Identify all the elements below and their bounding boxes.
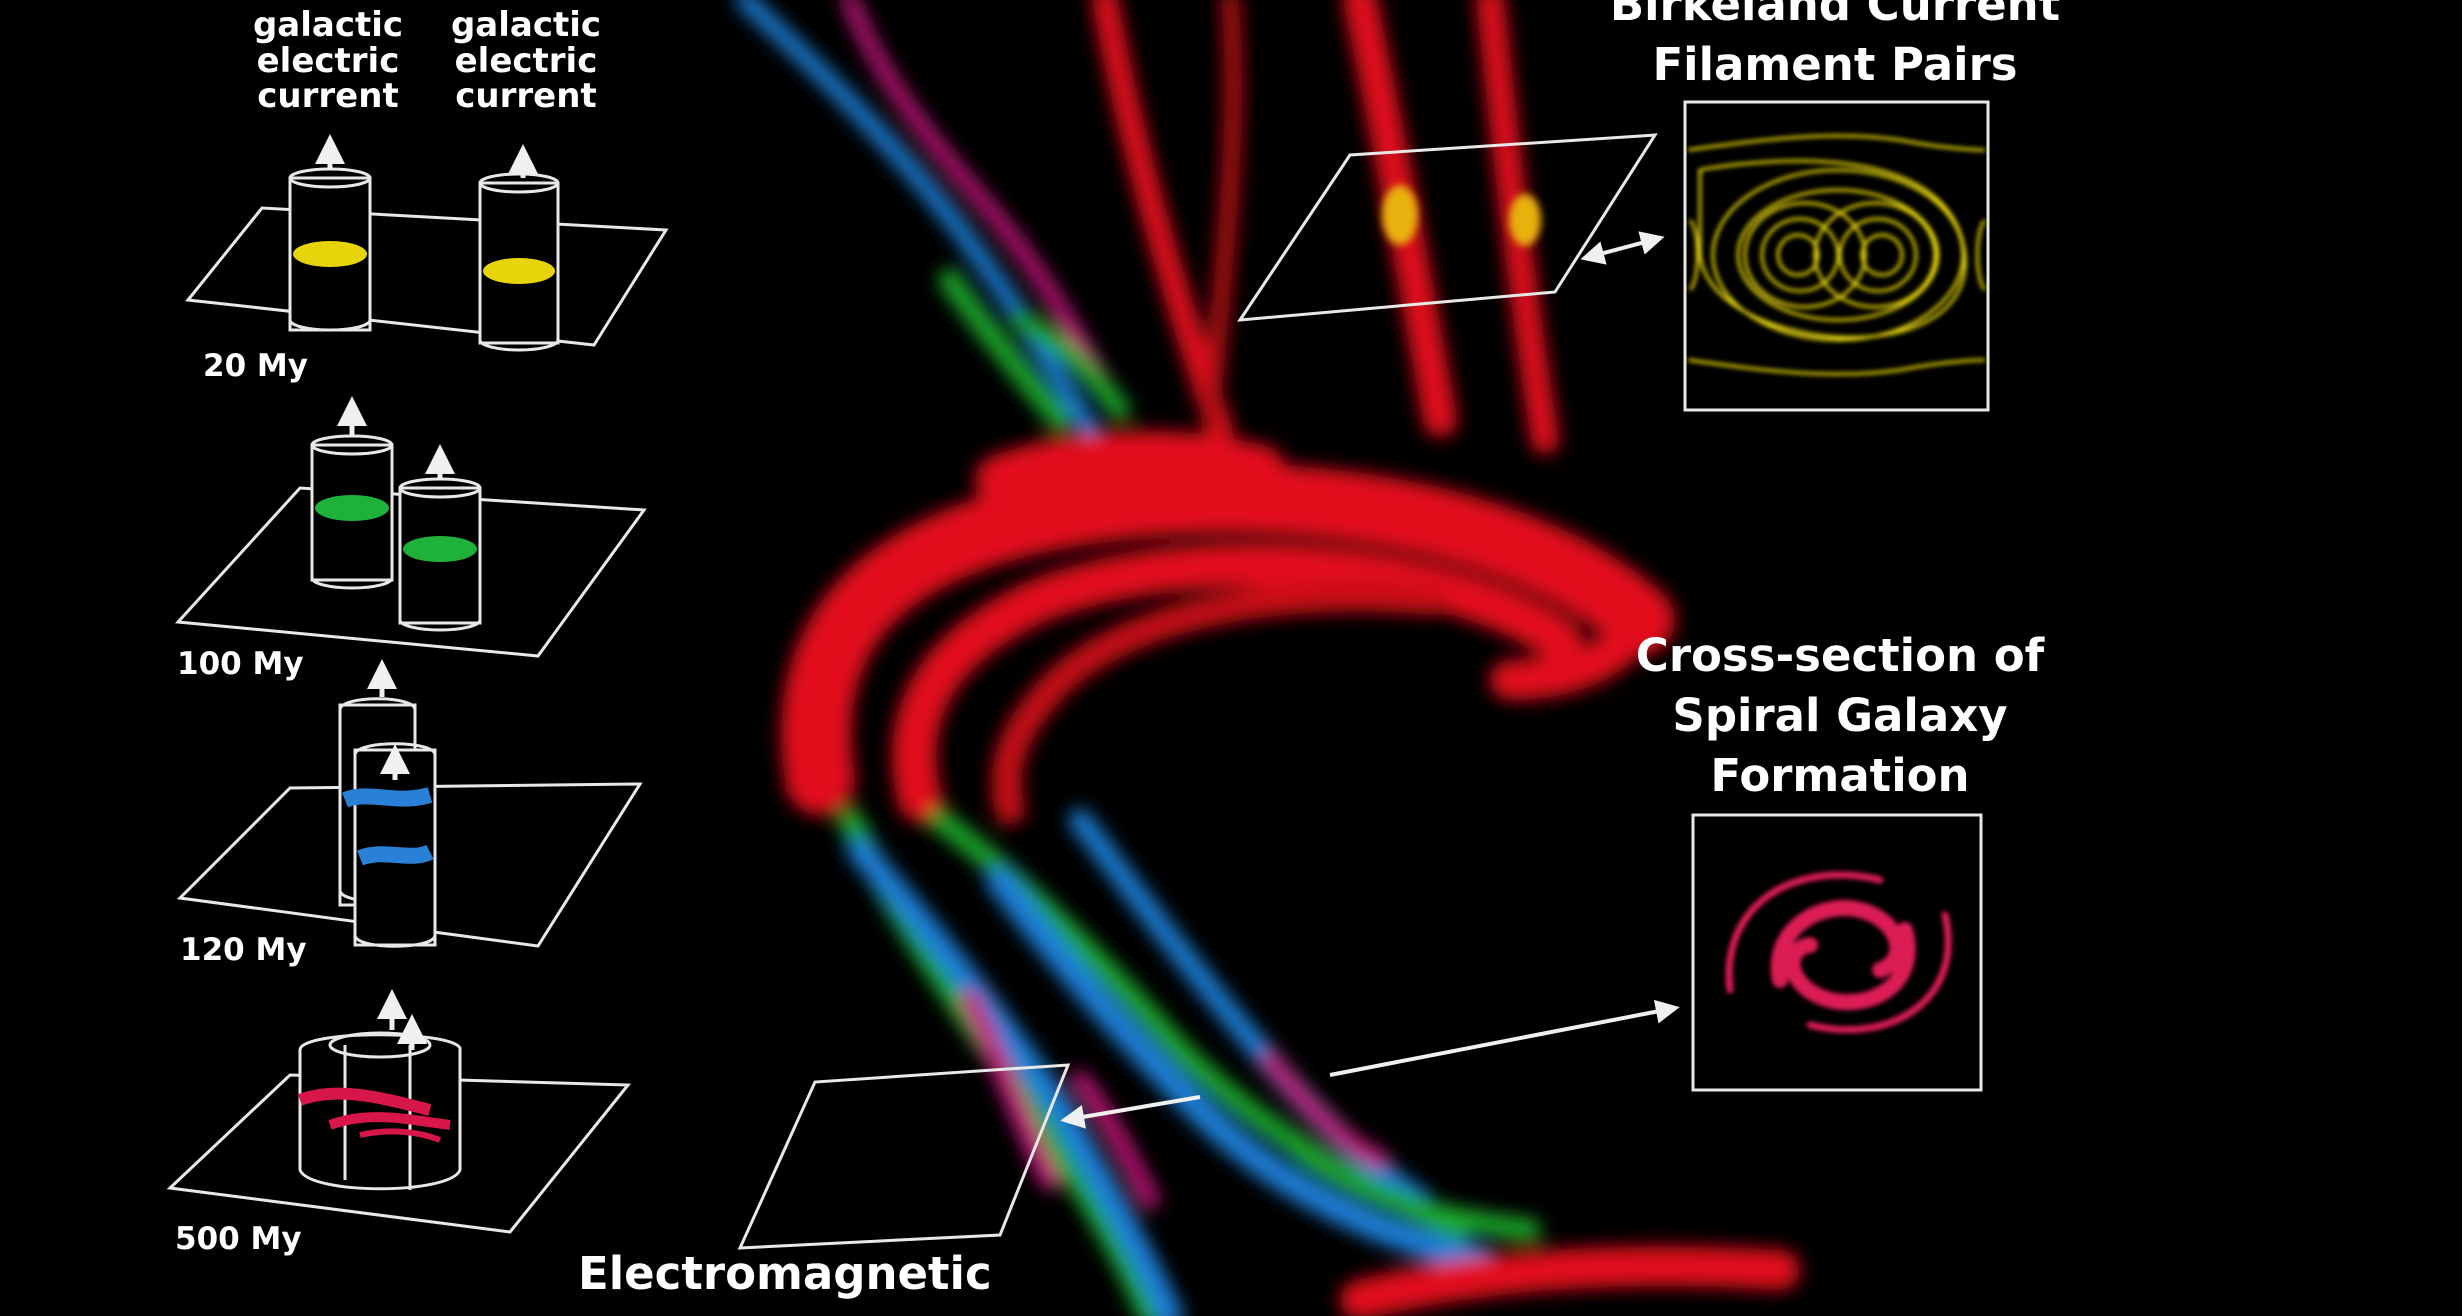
- current-label-right-line-3: current: [455, 76, 597, 117]
- stage-120my-stripe-2: [357, 844, 434, 866]
- time-label-100my: 100 My: [177, 646, 304, 682]
- stage-100my-diagram: [174, 396, 647, 658]
- galaxy-swirl-tail: [1490, 600, 1660, 700]
- em-section: [737, 1063, 1201, 1250]
- stage-120my-diagram: [176, 659, 643, 948]
- birkeland-arrow: [1580, 231, 1665, 265]
- filament-bottom-red: [1340, 1246, 1800, 1316]
- filament-lower-blue-1: [847, 837, 1183, 1316]
- stage-100my-disk-right: [403, 536, 477, 562]
- stage-120my-stripe-1: [342, 787, 433, 808]
- stage-20my-diagram: [185, 134, 669, 352]
- filament-lower-magenta-3: [1261, 1051, 1389, 1169]
- filament-red-streak-2: [1201, 0, 1243, 429]
- filament-red-streak-1: [1092, 0, 1233, 443]
- filament-lower-magenta-1: [960, 990, 1060, 1190]
- galaxy-swirl-inner: [991, 581, 1445, 825]
- current-label-left-line-3: current: [257, 76, 399, 117]
- stage-20my-plane: [185, 206, 669, 347]
- stage-500my-spiral-3: [359, 1128, 442, 1143]
- stage-100my-cylinder-left: [310, 434, 394, 590]
- current-label-left: galactic electric current: [248, 5, 408, 117]
- spiral-arrow: [1329, 999, 1680, 1077]
- stage-500my-spiral-cylinder: [297, 1031, 462, 1191]
- birkeland-crossings: [1382, 185, 1541, 246]
- spiral-section: [1329, 813, 1983, 1092]
- filament-lower-green-3: [1289, 1139, 1541, 1241]
- galaxy-swirl-outer: [781, 463, 1675, 815]
- current-label-right-line-1: galactic: [450, 5, 602, 45]
- time-label-500my: 500 My: [175, 1221, 302, 1257]
- stage-100my-disk-left: [315, 495, 389, 521]
- em-arrow: [1060, 1095, 1201, 1129]
- filament-upper-green: [939, 269, 1071, 431]
- stage-500my-spiral-1: [297, 1087, 432, 1116]
- time-label-120my: 120 My: [180, 932, 307, 968]
- stage-20my-cylinder-left: [288, 167, 372, 332]
- stage-500my-diagram: [166, 989, 632, 1234]
- em-title: Electromagnetic: [578, 1247, 992, 1300]
- spiral-title: Cross-section of Spiral Galaxy Formation: [1580, 626, 2100, 806]
- stage-20my-disk-left: [293, 241, 367, 267]
- current-label-right: galactic electric current: [446, 5, 606, 117]
- filament-lower-blue-2: [986, 866, 1494, 1274]
- birkeland-plane: [1237, 133, 1658, 322]
- time-label-20my: 20 My: [203, 348, 308, 384]
- stage-100my-plane: [174, 486, 647, 658]
- spiral-title-line-1: Cross-section of: [1635, 629, 2045, 682]
- spiral-galaxy-shape: [1725, 871, 1952, 1034]
- spiral-box: [1691, 813, 1983, 1092]
- current-label-left-line-2: electric: [256, 40, 400, 81]
- birkeland-field-lines: [1687, 134, 1987, 376]
- current-label-right-line-2: electric: [454, 40, 598, 81]
- galaxy-swirl-hub: [975, 431, 1285, 505]
- galaxy-swirl-mid: [892, 543, 1582, 822]
- spiral-title-line-2: Spiral Galaxy: [1672, 688, 2008, 742]
- stage-diagrams: [166, 134, 669, 1234]
- filament-lower-magenta-2: [1071, 1071, 1159, 1209]
- birkeland-title-line-1: Birkeland Current: [1609, 0, 2061, 31]
- birkeland-section: [1237, 100, 1990, 412]
- filament-upper-magenta: [842, 0, 1118, 408]
- stage-100my-cylinder-right: [398, 477, 482, 632]
- birkeland-title-line-2: Filament Pairs: [1652, 37, 2018, 91]
- stage-20my-cylinder-right: [478, 172, 560, 352]
- stage-120my-cylinders: [338, 697, 437, 948]
- spiral-title-line-3: Formation: [1710, 748, 1970, 802]
- filament-group-top: [736, 0, 1800, 1316]
- birkeland-title: Birkeland Current Filament Pairs: [1560, 0, 2110, 95]
- stage-500my-spiral-2: [328, 1112, 451, 1130]
- filament-upper-blue: [736, 0, 1099, 439]
- filament-upper-green-2: [1010, 310, 1130, 420]
- stage-500my-plane: [166, 1073, 632, 1234]
- em-plane: [737, 1063, 1071, 1250]
- current-label-left-line-1: galactic: [252, 5, 404, 45]
- stage-20my-disk-right: [483, 258, 555, 284]
